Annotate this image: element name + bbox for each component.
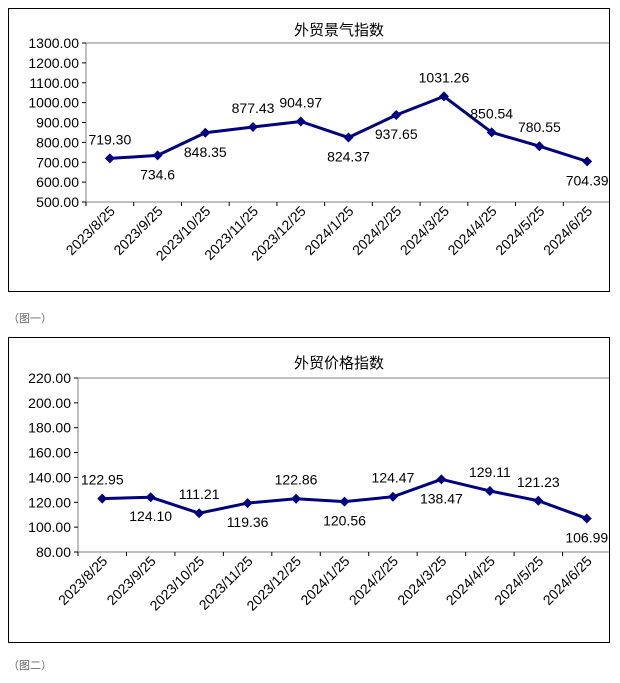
chart2-point [291,493,302,504]
figure-caption-2: （图二） [8,660,52,672]
chart1-point [200,127,211,138]
chart1-data-label: 824.37 [327,149,370,165]
chart2-ytick-label: 80.00 [36,544,71,560]
chart1-data-label: 734.6 [140,166,175,182]
chart1-ytick-label: 700.00 [36,154,79,170]
chart1-point [582,156,593,167]
chart2-xtick-label: 2024/3/25 [394,553,450,609]
chart1-xtick-label: 2024/2/25 [349,203,405,259]
chart1-xtick-label: 2024/5/25 [492,203,548,259]
chart2-data-label: 122.86 [275,472,318,488]
chart2-title: 外贸价格指数 [294,355,384,372]
chart2-data-label: 111.21 [179,486,220,502]
chart1-ytick-label: 600.00 [36,174,79,190]
chart1-xtick-label: 2024/1/25 [301,203,357,259]
chart1-ytick-label: 900.00 [36,115,79,131]
chart1-data-label: 1031.26 [419,69,470,85]
chart1-xtick-label: 2024/4/25 [444,203,500,259]
chart2-point [194,508,205,519]
chart2-point [436,474,447,485]
chart2-plot-area [77,377,609,553]
chart2-xtick-label: 2024/4/25 [443,553,499,609]
chart2-data-label: 129.11 [469,464,511,480]
chart2-point [533,495,544,506]
trade-climate-index-chart: 外贸景气指数 500.00 600.00 700.00 800.00 900.00 1000… [28,22,609,264]
chart1-point [104,153,115,164]
chart1-ytick-label: 800.00 [36,134,79,150]
chart1-point [534,141,545,152]
chart2-xtick-label: 2024/1/25 [297,553,353,609]
chart2-data-label: 106.99 [565,529,608,545]
trade-price-index-chart: 外贸价格指数 80.00 100.00 120.00 140.00 160.00 180.0… [28,355,609,614]
chart1-data-label: 780.55 [518,119,561,135]
chart1-xtick-label: 2024/6/25 [540,203,596,259]
chart1-xtick-label: 2023/8/25 [63,203,119,259]
chart-frame-trade-price: 外贸价格指数 80.00 100.00 120.00 140.00 160.00 180.0… [8,337,610,643]
chart1-data-label: 848.35 [184,144,227,160]
chart1-point [152,150,163,161]
chart2-ytick-label: 120.00 [28,494,71,510]
chart2-point [97,493,108,504]
chart1-ytick-label: 1000.00 [28,95,79,111]
chart1-data-label: 850.54 [470,105,513,121]
chart1-title: 外贸景气指数 [294,22,384,39]
chart2-data-label: 122.95 [81,472,124,488]
chart2-point [145,492,156,503]
chart1-data-label: 904.97 [279,95,322,111]
chart2-data-label: 124.47 [372,470,415,486]
chart1-ytick-label: 500.00 [36,194,79,210]
chart1-ytick-label: 1300.00 [28,35,79,51]
chart2-point [387,491,398,502]
chart2-ytick-label: 220.00 [28,370,71,386]
chart1-ytick-label: 1100.00 [29,75,79,91]
chart1-point [295,116,306,127]
chart2-data-label: 124.10 [129,508,172,524]
chart2-ytick-label: 200.00 [28,395,71,411]
chart2-xtick-label: 2023/8/25 [55,553,111,609]
chart2-ytick-label: 180.00 [28,420,71,436]
chart2-xtick-label: 2024/5/25 [491,553,547,609]
chart1-data-label: 877.43 [232,100,275,116]
chart1-plot-area [85,42,609,203]
chart2-data-label: 121.23 [517,474,560,490]
chart2-xtick-label: 2024/6/25 [540,553,596,609]
chart2-point [484,485,495,496]
chart2-data-label: 119.36 [227,514,269,530]
chart2-ytick-label: 140.00 [28,469,71,485]
chart2-point [339,496,350,507]
chart2-data-label: 138.47 [420,490,463,506]
chart2-ytick-label: 160.00 [28,445,71,461]
chart2-data-label: 120.56 [323,513,366,529]
chart1-data-label: 937.65 [375,126,418,142]
figure-caption-1: （图一） [8,313,52,325]
chart2-xtick-label: 2024/2/25 [346,553,402,609]
chart2-point [581,513,592,524]
chart1-point [343,132,354,143]
chart2-point [242,498,253,509]
chart2-ytick-label: 100.00 [28,519,71,535]
chart1-data-label: 719.30 [88,131,131,147]
chart1-xtick-label: 2024/3/25 [397,203,453,259]
chart-frame-trade-climate: 外贸景气指数 500.00 600.00 700.00 800.00 900.00 1000… [8,8,610,292]
chart1-data-label: 704.39 [566,172,609,188]
chart1-ytick-label: 1200.00 [28,55,79,71]
chart1-point [391,110,402,121]
chart1-point [438,91,449,102]
chart1-point [248,121,259,132]
